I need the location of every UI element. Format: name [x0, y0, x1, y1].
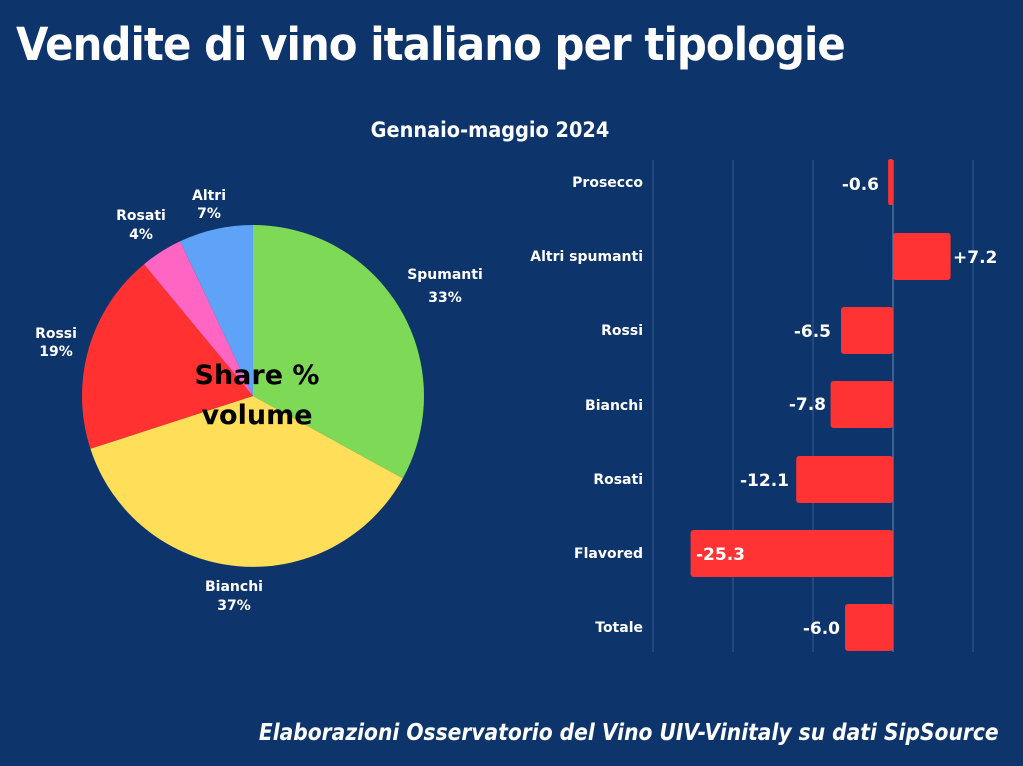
bar-category-rossi: Rossi	[601, 323, 643, 339]
pie-label-rosati-name: Rosati	[116, 208, 166, 224]
pie-slice-altri	[180, 225, 253, 396]
bar-value-altri-spumanti: +7.2	[953, 248, 997, 268]
bar-category-rosati: Rosati	[593, 472, 643, 488]
source-note: Elaborazioni Osservatorio del Vino UIV-V…	[259, 720, 999, 746]
chart-subtitle: Gennaio-maggio 2024	[370, 118, 610, 142]
bar-value-totale: -6.0	[803, 619, 840, 639]
bar-category-flavored: Flavored	[574, 546, 643, 562]
bar-chart: Prosecco -0.6 Altri spumanti +7.2 Rossi …	[530, 159, 997, 652]
bar-category-totale: Totale	[595, 620, 643, 636]
bar-value-rosati: -12.1	[740, 471, 789, 491]
pie-label-bianchi-pct: 37%	[217, 598, 251, 614]
pie-label-bianchi-name: Bianchi	[205, 579, 263, 595]
pie-center-label-line2: volume	[201, 400, 312, 431]
bar-category-bianchi: Bianchi	[585, 398, 643, 414]
bar-flavored	[690, 530, 893, 577]
bar-rossi	[841, 307, 893, 354]
pie-label-rossi-name: Rossi	[35, 326, 77, 342]
bar-category-prosecco: Prosecco	[572, 175, 643, 191]
pie-slice-bianchi	[90, 396, 403, 567]
bar-prosecco	[888, 159, 893, 205]
pie-label-rosati-pct: 4%	[129, 227, 153, 243]
pie-slice-spumanti	[253, 225, 424, 479]
pie-label-spumanti-name: Spumanti	[407, 267, 483, 283]
bar-value-flavored: -25.3	[696, 545, 745, 565]
pie-slice-rosati	[144, 241, 253, 396]
bar-value-prosecco: -0.6	[842, 175, 879, 195]
pie-label-spumanti-pct: 33%	[428, 290, 462, 306]
bar-bianchi	[830, 381, 893, 428]
pie-label-altri-name: Altri	[192, 188, 226, 204]
pie-chart: Share % volume Spumanti 33% Bianchi 37% …	[35, 188, 483, 614]
bar-value-rossi: -6.5	[794, 322, 831, 342]
bar-rosati	[796, 456, 893, 503]
bar-altri-spumanti	[893, 233, 951, 280]
bar-category-altri-spumanti: Altri spumanti	[530, 249, 643, 265]
pie-slice-rossi	[82, 264, 253, 449]
bar-totale	[845, 604, 893, 651]
pie-label-rossi-pct: 19%	[39, 344, 73, 360]
pie-center-label-line1: Share %	[195, 360, 320, 391]
bar-value-bianchi: -7.8	[789, 395, 826, 415]
chart-title: Vendite di vino italiano per tipologie	[16, 18, 846, 71]
pie-label-altri-pct: 7%	[197, 206, 221, 222]
